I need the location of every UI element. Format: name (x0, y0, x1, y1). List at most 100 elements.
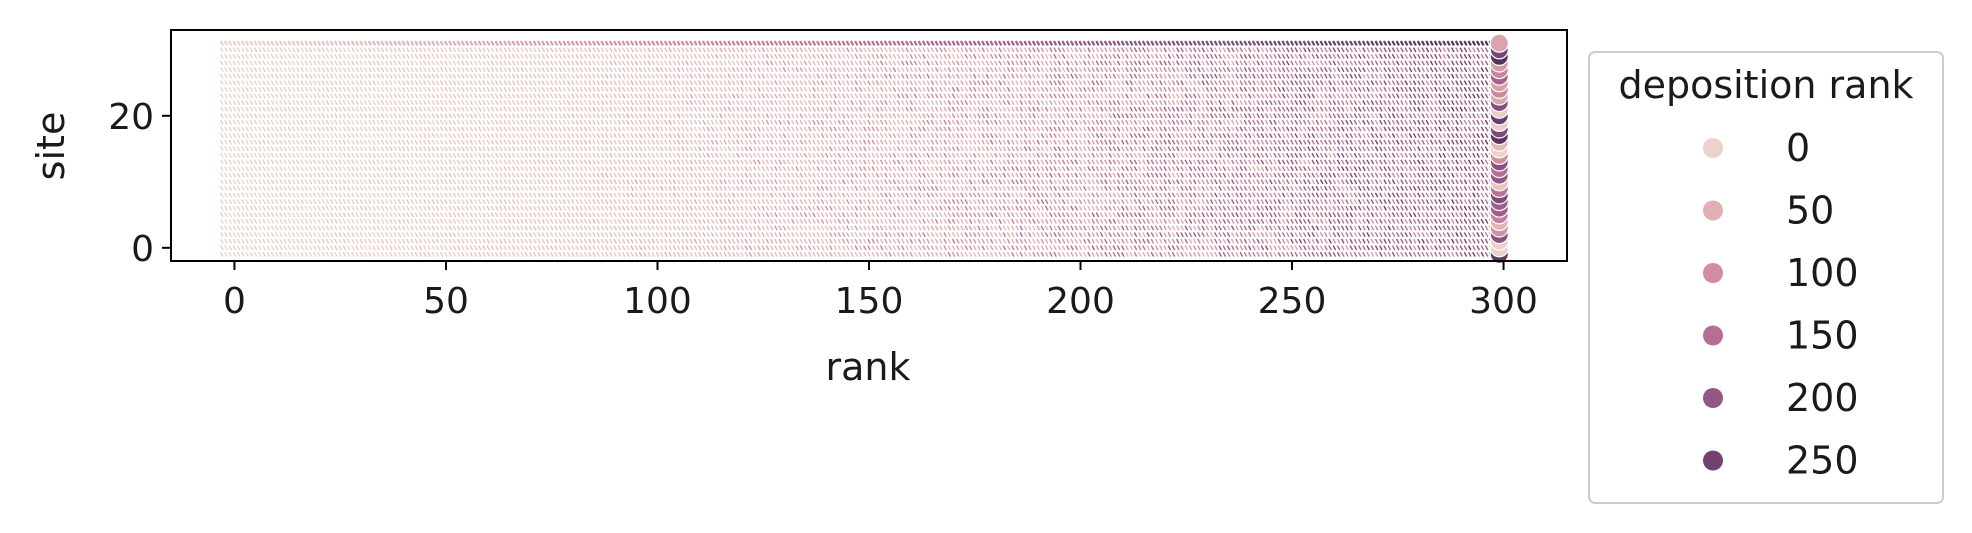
scatter-point (1294, 232, 1299, 238)
scatter-point (418, 218, 423, 224)
scatter-point (596, 172, 601, 178)
scatter-point (1400, 205, 1404, 211)
scatter-point (494, 245, 499, 251)
scatter-point (334, 159, 338, 165)
scatter-point (541, 251, 546, 257)
scatter-point (723, 192, 727, 198)
scatter-point (1243, 185, 1248, 191)
scatter-point (1336, 232, 1341, 238)
scatter-point (224, 179, 228, 185)
scatter-point (1459, 152, 1464, 158)
scatter-point (774, 146, 778, 152)
scatter-point (998, 179, 1002, 185)
scatter-point (685, 146, 689, 152)
scatter-point (1104, 192, 1108, 198)
scatter-point (321, 225, 326, 231)
scatter-point (558, 225, 563, 231)
scatter-point (253, 185, 258, 191)
scatter-point (846, 192, 850, 198)
scatter-point (1167, 238, 1172, 244)
scatter-point (1383, 185, 1387, 191)
scatter-point (304, 212, 309, 218)
scatter-point (541, 146, 546, 152)
scatter-point (1353, 232, 1358, 238)
scatter-point (287, 179, 292, 185)
scatter-point (587, 179, 592, 185)
scatter-point (960, 152, 964, 158)
scatter-point (676, 245, 681, 251)
scatter-point (1387, 172, 1392, 178)
scatter-point (1442, 218, 1447, 224)
scatter-point (1218, 251, 1222, 257)
scatter-point (1353, 166, 1358, 172)
scatter-point (1099, 185, 1104, 191)
scatter-point (1209, 218, 1214, 224)
scatter-point (439, 245, 444, 251)
scatter-point (587, 212, 592, 218)
scatter-point (397, 185, 402, 191)
scatter-point (841, 212, 846, 218)
scatter-point (922, 152, 926, 158)
scatter-point (1082, 232, 1087, 238)
scatter-point (778, 172, 782, 178)
scatter-point (892, 192, 897, 198)
scatter-point (592, 251, 596, 257)
scatter-point (469, 172, 474, 178)
scatter-point (1180, 245, 1184, 251)
scatter-point (1184, 232, 1189, 238)
scatter-point (862, 172, 867, 178)
scatter-point (1391, 232, 1396, 238)
scatter-point (706, 205, 711, 211)
scatter-point (964, 225, 969, 231)
scatter-point (714, 251, 719, 257)
scatter-point (1260, 225, 1265, 231)
scatter-point (1379, 199, 1383, 205)
scatter-point (837, 251, 842, 257)
scatter-point (418, 251, 423, 257)
scatter-point (723, 199, 727, 205)
scatter-point (922, 159, 926, 165)
scatter-point (977, 152, 981, 158)
scatter-point (1040, 179, 1045, 185)
scatter-point (1180, 179, 1184, 185)
scatter-point (647, 166, 651, 172)
scatter-point (219, 212, 224, 218)
scatter-point (820, 251, 825, 257)
scatter-point (1137, 232, 1142, 238)
scatter-point (761, 225, 766, 231)
scatter-point (600, 232, 605, 238)
scatter-point (807, 199, 812, 205)
scatter-point (621, 225, 626, 231)
scatter-point (283, 146, 288, 152)
scatter-point (1180, 238, 1184, 244)
scatter-point (786, 245, 791, 251)
scatter-point (359, 192, 364, 198)
scatter-point (951, 166, 956, 172)
scatter-point (1209, 225, 1214, 231)
scatter-point (939, 185, 943, 191)
scatter-point (858, 159, 863, 165)
scatter-point (1104, 159, 1108, 165)
scatter-point (363, 225, 368, 231)
scatter-point (1011, 212, 1015, 218)
scatter-point (1340, 245, 1345, 251)
scatter-point (1450, 172, 1455, 178)
scatter-point (444, 212, 448, 218)
scatter-point (1175, 199, 1180, 205)
scatter-point (592, 192, 596, 198)
scatter-point (799, 245, 804, 251)
scatter-point (731, 238, 736, 244)
scatter-point (291, 251, 296, 257)
scatter-point (994, 225, 998, 231)
scatter-point (956, 212, 960, 218)
scatter-point (655, 232, 660, 238)
scatter-point (431, 218, 436, 224)
scatter-point (613, 146, 617, 152)
scatter-point (1142, 212, 1146, 218)
scatter-point (503, 172, 508, 178)
scatter-point (896, 218, 901, 224)
scatter-point (905, 218, 909, 224)
scatter-point (1032, 192, 1036, 198)
scatter-point (896, 251, 901, 257)
scatter-point (329, 238, 334, 244)
